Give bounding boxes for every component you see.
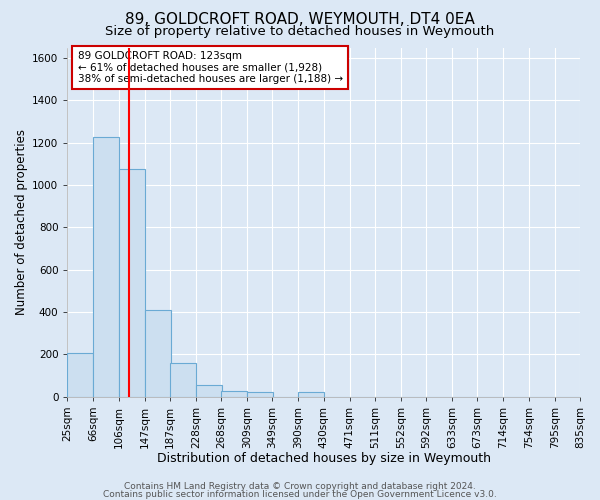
Bar bbox=[170, 363, 196, 396]
X-axis label: Distribution of detached houses by size in Weymouth: Distribution of detached houses by size … bbox=[157, 452, 491, 465]
Text: Contains HM Land Registry data © Crown copyright and database right 2024.: Contains HM Land Registry data © Crown c… bbox=[124, 482, 476, 491]
Bar bbox=[67, 354, 94, 397]
Bar bbox=[196, 385, 222, 396]
Bar bbox=[221, 392, 247, 396]
Text: Size of property relative to detached houses in Weymouth: Size of property relative to detached ho… bbox=[106, 25, 494, 38]
Bar bbox=[119, 169, 145, 396]
Bar bbox=[145, 310, 170, 396]
Y-axis label: Number of detached properties: Number of detached properties bbox=[15, 129, 28, 315]
Text: Contains public sector information licensed under the Open Government Licence v3: Contains public sector information licen… bbox=[103, 490, 497, 499]
Bar bbox=[247, 392, 273, 396]
Text: 89, GOLDCROFT ROAD, WEYMOUTH, DT4 0EA: 89, GOLDCROFT ROAD, WEYMOUTH, DT4 0EA bbox=[125, 12, 475, 28]
Bar bbox=[298, 392, 325, 396]
Bar bbox=[94, 137, 119, 396]
Text: 89 GOLDCROFT ROAD: 123sqm
← 61% of detached houses are smaller (1,928)
38% of se: 89 GOLDCROFT ROAD: 123sqm ← 61% of detac… bbox=[77, 51, 343, 84]
